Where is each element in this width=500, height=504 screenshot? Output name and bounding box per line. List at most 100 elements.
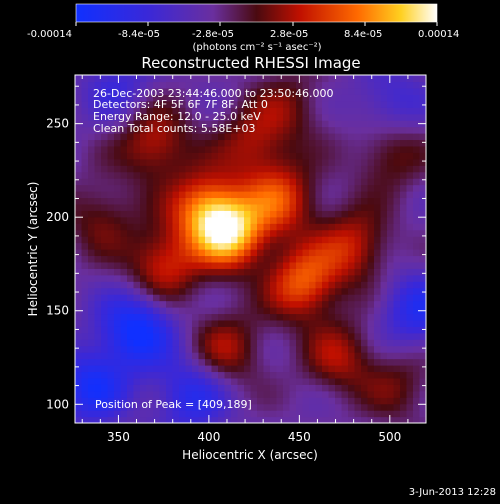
heatmap-cell <box>387 152 395 160</box>
heatmap-cell <box>192 313 200 321</box>
heatmap-cell <box>94 139 102 147</box>
heatmap-cell <box>354 210 362 218</box>
heatmap-cell <box>419 300 426 308</box>
heatmap-cell <box>146 365 154 373</box>
heatmap-cell <box>348 416 356 423</box>
heatmap-cell <box>302 339 310 347</box>
heatmap-cell <box>146 390 154 398</box>
heatmap-cell <box>224 171 232 179</box>
heatmap-cell <box>211 255 219 263</box>
heatmap-cell <box>257 249 265 257</box>
heatmap-cell <box>393 75 401 83</box>
heatmap-cell <box>374 371 382 379</box>
heatmap-cell <box>413 274 421 282</box>
heatmap-cell <box>94 281 102 289</box>
heatmap-cell <box>224 197 232 205</box>
heatmap-cell <box>133 274 141 282</box>
heatmap-cell <box>75 319 83 327</box>
heatmap-cell <box>276 358 284 366</box>
heatmap-cell <box>81 332 89 340</box>
heatmap-cell <box>283 365 291 373</box>
heatmap-cell <box>328 223 336 231</box>
heatmap-cell <box>192 287 200 295</box>
heatmap-cell <box>140 268 148 276</box>
heatmap-cell <box>354 332 362 340</box>
colorbar-tick-label: -8.4e-05 <box>118 29 160 40</box>
heatmap-cell <box>270 371 278 379</box>
heatmap-cell <box>244 216 252 224</box>
heatmap-cell <box>146 216 154 224</box>
heatmap-cell <box>218 365 226 373</box>
heatmap-cell <box>166 313 174 321</box>
heatmap-cell <box>400 210 408 218</box>
heatmap-cell <box>205 145 213 153</box>
heatmap-cell <box>309 300 317 308</box>
heatmap-cell <box>302 216 310 224</box>
heatmap-cell <box>348 326 356 334</box>
heatmap-cell <box>328 249 336 257</box>
heatmap-cell <box>140 216 148 224</box>
heatmap-cell <box>315 203 323 211</box>
heatmap-cell <box>257 184 265 192</box>
heatmap-cell <box>101 229 109 237</box>
heatmap-cell <box>172 152 180 160</box>
y-tick-label: 150 <box>46 304 69 318</box>
heatmap-cell <box>419 255 426 263</box>
heatmap-cell <box>393 410 401 418</box>
heatmap-cell <box>361 126 369 134</box>
heatmap-cell <box>146 184 154 192</box>
heatmap-cell <box>218 178 226 186</box>
heatmap-cell <box>153 384 161 392</box>
heatmap-cell <box>172 81 180 89</box>
heatmap-cell <box>107 94 115 102</box>
heatmap-cell <box>276 81 284 89</box>
heatmap-cell <box>302 158 310 166</box>
heatmap-cell <box>413 165 421 173</box>
heatmap-cell <box>198 133 206 141</box>
heatmap-cell <box>296 100 304 108</box>
heatmap-cell <box>413 139 421 147</box>
heatmap-cell <box>81 242 89 250</box>
heatmap-cell <box>309 75 317 83</box>
heatmap-cell <box>257 345 265 353</box>
heatmap-cell <box>335 358 343 366</box>
heatmap-cell <box>179 377 187 385</box>
heatmap-cell <box>205 371 213 379</box>
heatmap-cell <box>296 171 304 179</box>
heatmap-cell <box>88 397 96 405</box>
heatmap-cell <box>75 249 83 257</box>
heatmap-cell <box>94 358 102 366</box>
heatmap-cell <box>88 223 96 231</box>
y-tick-label: 200 <box>46 210 69 224</box>
y-axis-label: Heliocentric Y (arcsec) <box>26 182 40 317</box>
heatmap-cell <box>127 255 135 263</box>
heatmap-cell <box>231 184 239 192</box>
heatmap-cell <box>237 287 245 295</box>
heatmap-cell <box>328 403 336 411</box>
heatmap-cell <box>218 249 226 257</box>
heatmap-cell <box>419 274 426 282</box>
heatmap-cell <box>328 371 336 379</box>
heatmap-cell <box>101 377 109 385</box>
heatmap-cell <box>205 268 213 276</box>
heatmap-cell <box>153 410 161 418</box>
heatmap-cell <box>335 152 343 160</box>
heatmap-cell <box>374 210 382 218</box>
heatmap-cell <box>263 377 271 385</box>
heatmap-cell <box>211 345 219 353</box>
heatmap-cell <box>218 371 226 379</box>
heatmap-cell <box>114 416 122 423</box>
heatmap-cell <box>322 255 330 263</box>
heatmap-cell <box>263 345 271 353</box>
heatmap-cell <box>361 178 369 186</box>
heatmap-cell <box>166 274 174 282</box>
heatmap-cell <box>302 365 310 373</box>
heatmap-cell <box>120 81 128 89</box>
heatmap-cell <box>361 416 369 423</box>
heatmap-cell <box>341 197 349 205</box>
heatmap-cell <box>107 371 115 379</box>
heatmap-cell <box>400 268 408 276</box>
heatmap-cell <box>205 203 213 211</box>
heatmap-cell <box>224 210 232 218</box>
heatmap-cell <box>179 178 187 186</box>
